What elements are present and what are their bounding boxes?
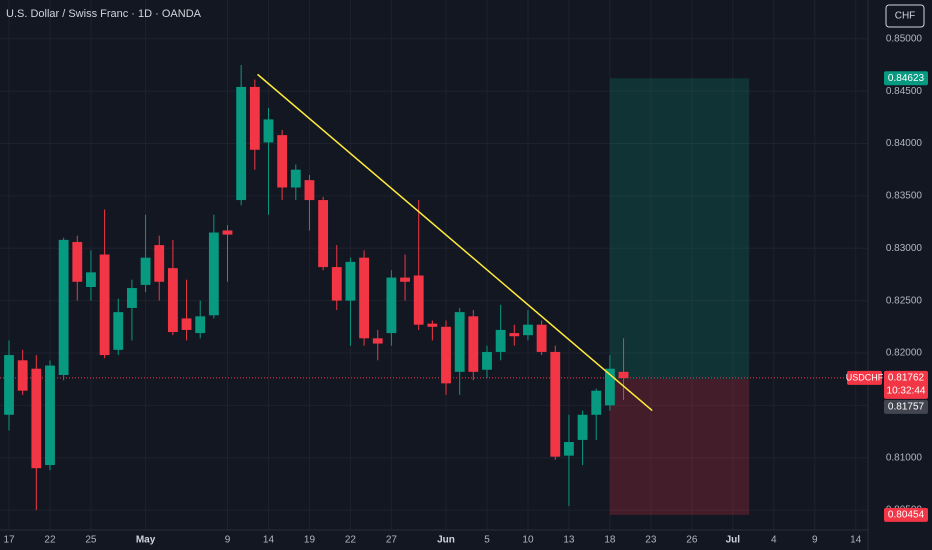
candle-body <box>290 169 301 188</box>
candle-body <box>550 351 561 457</box>
candle-body <box>427 323 438 327</box>
candle-body <box>509 333 520 337</box>
x-tick-label: 4 <box>771 535 777 546</box>
candle-body <box>236 86 247 201</box>
candle-body <box>86 272 96 287</box>
last-price-bg <box>884 370 928 399</box>
plot <box>0 64 868 515</box>
y-tick-label: 0.85000 <box>886 33 923 44</box>
candle-body <box>454 312 465 372</box>
candle-body <box>386 277 397 334</box>
stop-zone <box>609 379 750 515</box>
candle-body <box>31 368 42 469</box>
candle-body <box>577 414 588 440</box>
candle-body <box>58 239 69 375</box>
target-tag: 0.84623 <box>888 73 925 84</box>
candle-body <box>495 329 506 352</box>
target-zone <box>609 78 750 380</box>
trendline <box>257 73 653 412</box>
candle-body <box>304 180 315 201</box>
currency-label[interactable]: CHF <box>895 11 916 22</box>
candle-body <box>618 371 629 379</box>
candle-body <box>249 86 260 150</box>
x-tick-label: May <box>136 535 156 546</box>
target-tag-bg <box>884 71 928 86</box>
x-tick-label: 10 <box>522 535 534 546</box>
y-tick-label: 0.83000 <box>886 243 923 254</box>
x-tick-label: 14 <box>263 535 275 546</box>
y-tick-label: 0.82000 <box>886 348 923 359</box>
x-tick-label: 9 <box>225 535 231 546</box>
candle-body <box>181 318 192 330</box>
chart-title: U.S. Dollar / Swiss Franc · 1D · OANDA <box>6 8 202 20</box>
candle-body <box>45 365 55 466</box>
candle-body <box>4 355 14 415</box>
candle-body <box>154 245 165 282</box>
candle-body <box>345 261 356 301</box>
candle-body <box>167 268 178 333</box>
x-tick-label: 5 <box>484 535 490 546</box>
candle-body <box>482 351 492 370</box>
candle-body <box>331 267 342 301</box>
candle-body <box>113 312 124 350</box>
stop-tag: 0.80454 <box>888 510 925 521</box>
x-tick-label: 23 <box>645 535 657 546</box>
y-tick-label: 0.84000 <box>886 138 923 149</box>
symbol-tag-bg <box>847 370 882 385</box>
candle-body <box>523 324 533 336</box>
x-tick-label: 18 <box>604 535 616 546</box>
candle-body <box>413 275 424 325</box>
symbol-tag: USDCHF <box>846 372 884 382</box>
candle-body <box>222 230 233 235</box>
candle-body <box>400 277 410 282</box>
y-tick-label: 0.82500 <box>886 295 923 306</box>
candle-body <box>318 200 329 268</box>
candle-body <box>99 254 110 356</box>
candle-body <box>127 288 137 308</box>
x-tick-label: 13 <box>563 535 575 546</box>
y-tick-label: 0.81000 <box>886 452 923 463</box>
overlay: 0.805000.810000.815000.820000.825000.830… <box>3 33 928 546</box>
candle-body <box>72 241 83 282</box>
candle-body <box>208 232 219 316</box>
countdown: 10:32:44 <box>887 386 926 397</box>
y-tick-label: 0.84500 <box>886 86 923 97</box>
x-tick-label: 22 <box>345 535 357 546</box>
candle-body <box>564 442 574 456</box>
candle-body <box>604 368 615 406</box>
currency-button[interactable] <box>885 4 925 28</box>
candle-body <box>263 119 274 143</box>
candle-body <box>195 316 206 334</box>
x-tick-label: 26 <box>686 535 698 546</box>
candle-body <box>277 135 288 188</box>
candle-body <box>536 324 547 352</box>
stop-tag-bg <box>884 507 928 522</box>
candle-body <box>359 257 369 339</box>
candle-body <box>17 360 28 391</box>
candle-body <box>591 390 602 415</box>
x-tick-label: 14 <box>850 535 862 546</box>
x-tick-label: Jun <box>437 535 455 546</box>
bid-tag-bg <box>884 399 928 414</box>
x-tick-label: 17 <box>3 535 15 546</box>
candle-body <box>441 326 451 384</box>
last-price: 0.81762 <box>888 373 925 384</box>
candle-body <box>372 338 383 344</box>
candle-body <box>140 257 151 285</box>
bid-tag: 0.81757 <box>888 402 925 413</box>
candle-body <box>468 316 479 372</box>
x-tick-label: Jul <box>726 535 741 546</box>
y-tick-label: 0.83500 <box>886 191 923 202</box>
x-tick-label: 25 <box>85 535 97 546</box>
x-tick-label: 22 <box>44 535 56 546</box>
x-tick-label: 27 <box>386 535 398 546</box>
x-tick-label: 19 <box>304 535 316 546</box>
x-tick-label: 9 <box>812 535 818 546</box>
